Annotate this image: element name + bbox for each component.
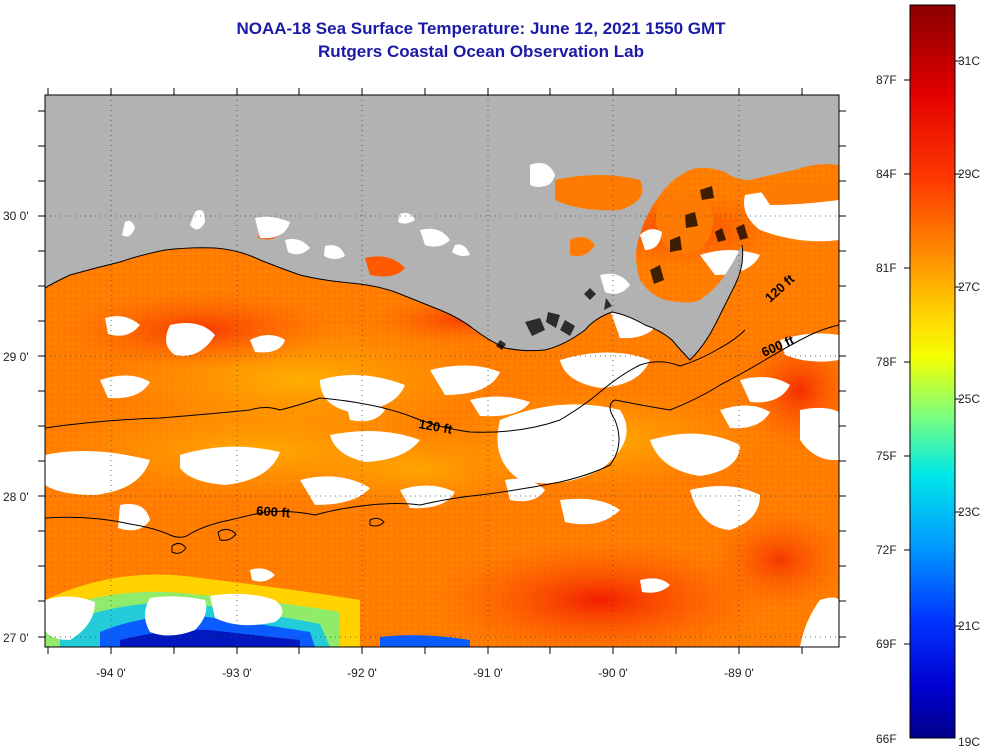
lat-label-28: 28 0' — [3, 490, 29, 504]
map-title: NOAA-18 Sea Surface Temperature: June 12… — [236, 19, 726, 38]
lon-label-93: -93 0' — [222, 666, 252, 680]
lat-label-29: 29 0' — [3, 350, 29, 364]
colorbar-f-84: 84F — [876, 167, 897, 181]
colorbar-c-31: 31C — [958, 54, 980, 68]
lat-label-27: 27 0' — [3, 631, 29, 645]
contour-label-600ft-west: 600 ft — [256, 503, 292, 520]
lon-label-91: -91 0' — [473, 666, 503, 680]
contour-label-120ft-west: 120 ft — [417, 416, 454, 437]
lon-label-89: -89 0' — [724, 666, 754, 680]
land-mass — [45, 95, 839, 360]
lon-label-90: -90 0' — [598, 666, 628, 680]
colorbar-c-29: 29C — [958, 167, 980, 181]
colorbar-c-25: 25C — [958, 392, 980, 406]
colorbar-c-21: 21C — [958, 619, 980, 633]
lon-label-92: -92 0' — [347, 666, 377, 680]
bathymetry-contours — [45, 324, 839, 554]
colorbar-f-69: 69F — [876, 637, 897, 651]
map-frame — [44, 94, 840, 648]
lon-label-94: -94 0' — [96, 666, 126, 680]
axis-ticks — [38, 88, 846, 654]
colorbar — [909, 4, 956, 739]
colorbar-c-19: 19C — [958, 735, 980, 749]
cloud-mask — [45, 188, 839, 647]
lat-label-30: 30 0' — [3, 209, 29, 223]
colorbar-ticks — [904, 60, 961, 645]
colorbar-c-23: 23C — [958, 505, 980, 519]
colorbar-c-27: 27C — [958, 280, 980, 294]
map-area: 120 ft 600 ft 600 ft 120 ft — [45, 95, 839, 647]
colorbar-f-75: 75F — [876, 449, 897, 463]
graticule — [45, 95, 839, 647]
map-subtitle: Rutgers Coastal Ocean Observation Lab — [318, 42, 644, 61]
colorbar-f-81: 81F — [876, 261, 897, 275]
colorbar-f-72: 72F — [876, 543, 897, 557]
colorbar-f-78: 78F — [876, 355, 897, 369]
colorbar-f-87: 87F — [876, 73, 897, 87]
colorbar-f-66: 66F — [876, 732, 897, 746]
